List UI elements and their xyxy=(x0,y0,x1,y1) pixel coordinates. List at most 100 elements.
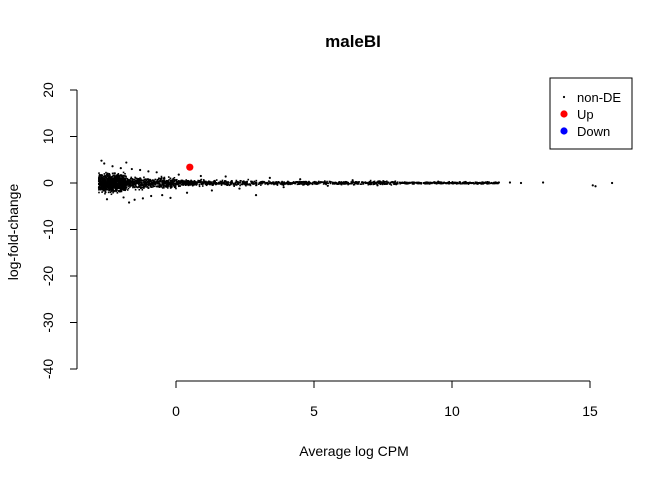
non-de-point xyxy=(166,182,169,185)
non-de-point xyxy=(172,181,175,184)
non-de-point xyxy=(458,182,460,185)
non-de-point xyxy=(193,181,196,183)
non-de-point xyxy=(139,181,142,184)
non-de-point xyxy=(99,188,101,190)
non-de-point xyxy=(255,179,258,182)
non-de-point xyxy=(206,183,209,186)
non-de-point xyxy=(114,187,117,190)
non-de-point xyxy=(224,179,226,182)
non-de-point xyxy=(415,181,418,184)
non-de-point xyxy=(129,186,131,188)
non-de-point xyxy=(243,183,246,185)
non-de-point xyxy=(322,183,325,185)
non-de-point xyxy=(198,181,200,183)
non-de-point xyxy=(111,175,114,178)
non-de-point xyxy=(126,184,129,186)
non-de-point xyxy=(254,193,258,197)
non-de-point xyxy=(119,190,122,193)
non-de-point xyxy=(100,183,103,185)
non-de-point xyxy=(205,183,208,186)
non-de-point xyxy=(128,180,131,183)
chart-title: maleBI xyxy=(325,32,381,51)
non-de-point xyxy=(170,184,172,187)
non-de-point xyxy=(471,182,474,184)
non-de-point xyxy=(352,181,355,183)
non-de-point xyxy=(154,183,157,185)
non-de-point xyxy=(379,183,382,186)
non-de-point xyxy=(109,183,112,185)
non-de-point xyxy=(413,181,415,184)
non-de-point xyxy=(403,182,406,184)
non-de-point xyxy=(259,181,261,184)
non-de-point xyxy=(105,176,108,179)
non-de-point xyxy=(132,184,134,187)
non-de-point xyxy=(409,182,411,184)
non-de-point xyxy=(294,182,296,184)
non-de-point xyxy=(342,181,344,184)
non-de-point xyxy=(424,182,426,184)
non-de-point xyxy=(170,182,173,184)
non-de-point xyxy=(152,185,155,187)
non-de-point xyxy=(102,175,105,178)
non-de-point xyxy=(387,181,390,184)
non-de-point xyxy=(108,173,111,176)
non-de-point xyxy=(122,180,124,182)
non-de-point xyxy=(377,180,380,183)
non-de-point xyxy=(98,189,100,191)
non-de-point xyxy=(114,178,117,180)
non-de-point xyxy=(470,182,472,184)
non-de-point xyxy=(449,182,451,184)
non-de-point xyxy=(127,201,131,204)
non-de-point xyxy=(143,178,146,181)
non-de-point xyxy=(169,181,172,184)
non-de-point xyxy=(191,184,194,187)
non-de-point xyxy=(335,182,338,185)
non-de-point xyxy=(221,179,224,182)
non-de-point xyxy=(104,178,107,181)
non-de-point xyxy=(474,181,476,184)
non-de-point xyxy=(443,181,445,184)
non-de-point xyxy=(116,184,119,187)
non-de-point xyxy=(107,178,109,181)
non-de-point xyxy=(232,182,235,185)
non-de-point xyxy=(426,181,428,183)
non-de-point xyxy=(255,181,258,184)
non-de-point xyxy=(168,179,170,181)
non-de-point xyxy=(114,184,117,187)
non-de-point xyxy=(296,183,299,186)
non-de-point xyxy=(105,198,109,201)
non-de-point xyxy=(287,180,289,183)
non-de-point xyxy=(132,181,135,184)
non-de-point xyxy=(113,174,116,176)
non-de-point xyxy=(221,181,223,183)
non-de-point xyxy=(241,183,244,186)
non-de-point xyxy=(355,181,358,183)
non-de-point xyxy=(466,181,469,184)
non-de-point xyxy=(127,187,130,190)
non-de-point xyxy=(433,181,435,183)
non-de-point xyxy=(194,183,196,186)
non-de-point xyxy=(118,181,121,184)
non-de-point xyxy=(113,187,115,189)
non-de-point xyxy=(440,181,442,184)
non-de-point xyxy=(107,191,110,194)
non-de-point xyxy=(404,181,406,183)
non-de-point xyxy=(469,181,471,184)
non-de-point xyxy=(191,181,193,184)
non-de-point xyxy=(122,181,125,184)
non-de-point xyxy=(326,182,329,184)
non-de-point xyxy=(287,183,290,185)
non-de-point xyxy=(358,181,360,183)
non-de-point xyxy=(142,182,144,184)
non-de-point xyxy=(244,184,247,186)
non-de-point xyxy=(327,182,330,185)
non-de-point xyxy=(108,188,111,191)
non-de-point xyxy=(144,180,147,182)
non-de-point xyxy=(343,182,345,185)
non-de-point xyxy=(127,179,130,181)
non-de-point xyxy=(269,181,271,183)
non-de-point xyxy=(181,179,183,182)
non-de-point xyxy=(594,185,597,188)
non-de-point xyxy=(99,178,102,181)
non-de-point xyxy=(173,176,176,179)
